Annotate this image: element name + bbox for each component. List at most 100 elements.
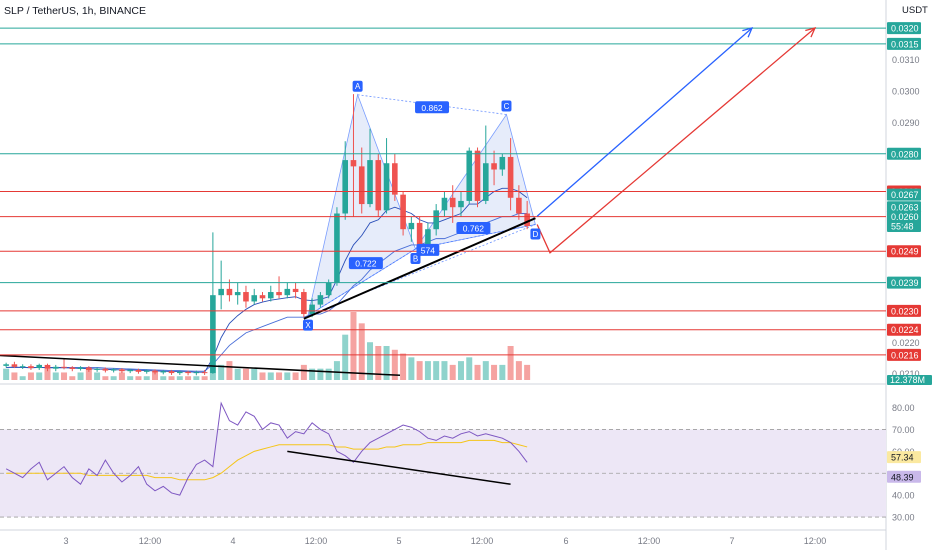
candle-body	[441, 197, 448, 211]
pattern-point-label: X	[305, 321, 311, 330]
time-tick-label: 3	[63, 536, 68, 546]
volume-bar	[85, 368, 92, 380]
price-level-tag-label: 0.0315	[891, 39, 919, 49]
chart-title: SLP / TetherUS, 1h, BINANCE	[4, 5, 147, 17]
volume-bar	[143, 376, 150, 380]
candle-body	[474, 150, 481, 201]
candle-body	[342, 160, 349, 214]
candle-body	[102, 368, 109, 371]
rsi-tick-label: 30.00	[892, 513, 915, 523]
volume-bar	[127, 376, 134, 380]
candle-body	[218, 288, 224, 296]
volume-bar	[284, 372, 291, 380]
rsi-tick-label: 80.00	[892, 403, 915, 413]
candle-body	[135, 369, 142, 372]
price-level-tag-label: 0.0249	[891, 247, 919, 257]
candle-body	[416, 222, 423, 245]
harmonic-ratio-line	[357, 94, 507, 115]
volume-bar	[350, 312, 357, 380]
candle-body	[392, 163, 398, 195]
candle-body	[110, 369, 117, 371]
rsi-ma-line	[6, 439, 528, 481]
price-level-tag-label: 0.0320	[891, 24, 919, 34]
volume-bar	[3, 368, 10, 380]
rsi-tag-label: 48.39	[891, 472, 914, 482]
candle-body	[367, 160, 373, 205]
candle-body	[482, 163, 489, 201]
candle-body	[177, 371, 183, 374]
volume-bar	[160, 376, 167, 380]
pattern-ratio-badge	[415, 101, 450, 114]
volume-bar	[94, 372, 101, 380]
volume-bar	[61, 372, 68, 380]
rsi-tick-label: 40.00	[892, 491, 915, 501]
candle-body	[28, 366, 34, 369]
volume-bar	[524, 364, 531, 380]
volume-bar	[11, 372, 18, 380]
volume-bar	[515, 361, 522, 380]
volume-bar	[69, 376, 76, 380]
candle-body	[499, 156, 506, 170]
price-level-tag-label: 0.0239	[891, 278, 919, 288]
candle-body	[201, 372, 208, 374]
price-tick-label: 0.0300	[892, 86, 920, 96]
pattern-point-label: A	[355, 82, 361, 91]
pattern-point-label: D	[533, 230, 539, 239]
volume-bar	[474, 364, 481, 380]
pattern-point-badge	[530, 228, 541, 240]
candle-body	[276, 292, 282, 296]
price-level-tag	[887, 37, 921, 50]
candle-body	[234, 292, 241, 296]
volume-bar	[251, 368, 258, 380]
volume-bar	[193, 376, 200, 380]
rsi-tag	[887, 470, 921, 483]
candle-body	[375, 160, 382, 211]
candle-body	[69, 367, 76, 370]
currency-label: USDT	[902, 5, 928, 16]
volume-bar	[300, 364, 307, 380]
volume-bar	[383, 346, 390, 380]
volume-bar	[168, 376, 175, 380]
pattern-ratio-label: 0.762	[463, 223, 485, 233]
volume-bar	[391, 349, 398, 380]
candle-body	[267, 292, 274, 299]
time-tick-label: 5	[396, 536, 401, 546]
candle-body	[358, 166, 365, 205]
price-level-tag-label: 0.0216	[891, 350, 919, 360]
volume-bar	[441, 361, 448, 380]
volume-bar	[416, 361, 423, 380]
candle-body	[292, 288, 299, 293]
volume-bar	[226, 361, 233, 380]
volume-bar	[135, 376, 142, 380]
price-level-tag	[887, 348, 921, 361]
price-tag	[887, 188, 921, 201]
pattern-point-badge	[302, 319, 313, 331]
volume-bar	[466, 357, 473, 380]
volume-bar	[367, 342, 374, 380]
volume-bar	[507, 346, 514, 380]
candle-body	[516, 197, 522, 214]
volume-bar	[457, 361, 464, 380]
volume-bar	[242, 368, 249, 380]
candle-body	[185, 371, 191, 374]
price-level-tag	[887, 22, 921, 35]
candle-body	[449, 197, 456, 208]
volume-bar	[482, 361, 489, 380]
candle-body	[334, 213, 340, 283]
candle-body	[408, 222, 415, 230]
candle-body	[160, 371, 167, 373]
candle-body	[317, 295, 324, 305]
candle-body	[309, 304, 315, 315]
pattern-ratio-badge	[348, 257, 383, 270]
candle-body	[193, 372, 200, 374]
candle-body	[458, 200, 464, 208]
bullish-forecast-arrow-head	[742, 27, 754, 38]
ma-fast-line	[6, 187, 528, 373]
candle-body	[425, 229, 431, 245]
volume-bar	[491, 364, 498, 380]
pattern-ratio-label: 0.862	[421, 103, 443, 113]
alternate-forecast-arrow	[536, 27, 816, 254]
price-level-tag-label: 0.0224	[891, 325, 919, 335]
volume-bar	[267, 372, 274, 380]
